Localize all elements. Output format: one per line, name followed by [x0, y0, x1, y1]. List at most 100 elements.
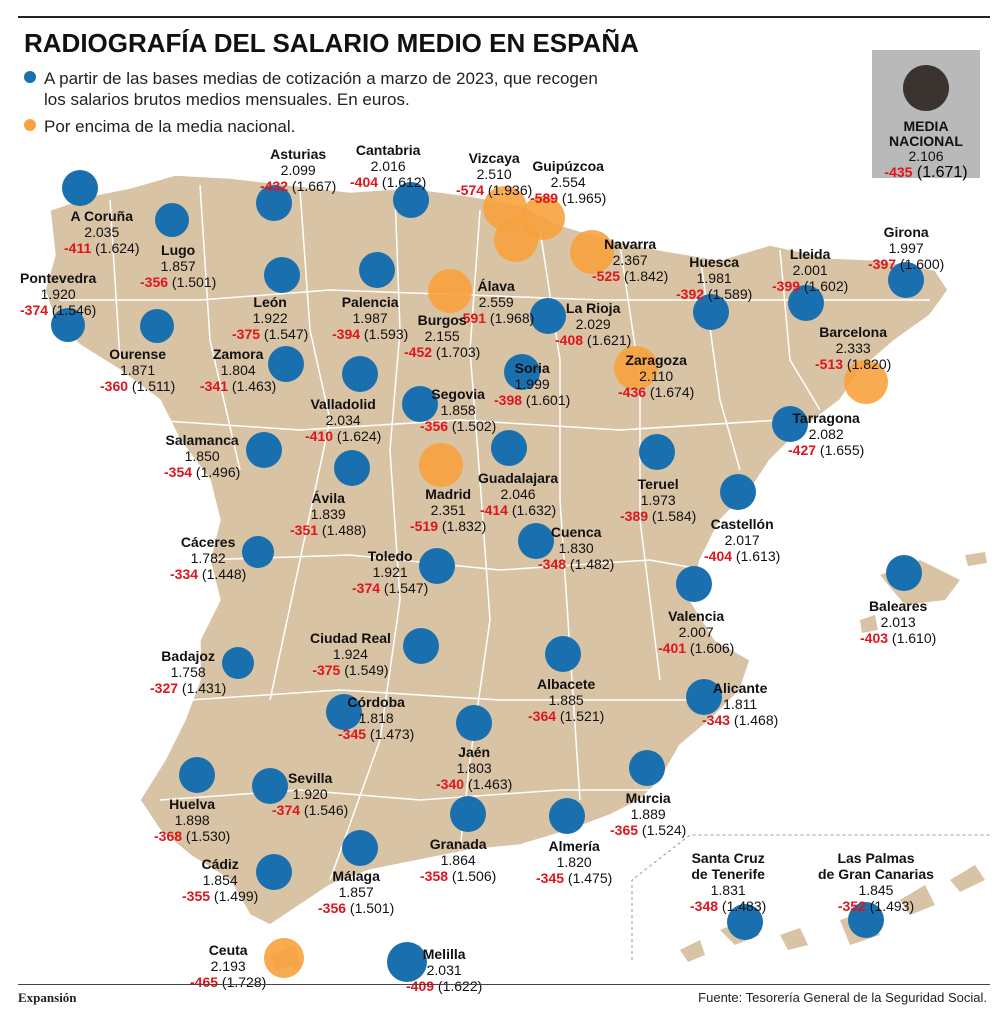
province-diff: -327 — [150, 680, 179, 696]
province-net: (1.600) — [896, 256, 945, 272]
circle-cuenca — [518, 523, 554, 559]
province-diff: -452 — [404, 344, 433, 360]
province-name: Huesca — [689, 254, 740, 270]
province-value: 1.922 — [252, 310, 288, 326]
top-rule — [18, 16, 990, 18]
media-nacional-name: MEDIA NACIONAL — [889, 118, 963, 149]
circle-alicante — [686, 679, 722, 715]
province-value: 1.858 — [440, 402, 476, 418]
province-net: (1.475) — [564, 870, 613, 886]
province-net: (1.499) — [210, 888, 259, 904]
province-name: Granada — [429, 836, 487, 852]
province-value: 2.099 — [280, 162, 316, 178]
blue-dot-icon — [24, 71, 36, 83]
canarias-frame — [631, 834, 990, 960]
province-net: (1.530) — [182, 828, 231, 844]
province-net: (1.521) — [556, 708, 605, 724]
province-net: (1.703) — [432, 344, 481, 360]
province-net: (1.606) — [686, 640, 735, 656]
province-name: Ourense — [109, 346, 167, 362]
province-net: (1.621) — [583, 332, 632, 348]
province-net: (1.936) — [484, 182, 533, 198]
circle-barcelona — [844, 360, 888, 404]
province-net: (1.549) — [340, 662, 389, 678]
province-net: (1.593) — [360, 326, 409, 342]
province-net: (1.546) — [48, 302, 97, 318]
province-value: 2.351 — [430, 502, 466, 518]
province-diff-line: -408 (1.621) — [555, 332, 631, 348]
circle-santa-cruz — [727, 904, 763, 940]
media-nacional-diff: -435 — [884, 164, 913, 180]
province-net: (1.448) — [198, 566, 247, 582]
province-diff: -360 — [100, 378, 129, 394]
province-net: (1.483) — [718, 898, 767, 914]
province-diff-line: -341 (1.463) — [200, 378, 276, 394]
circle-tarragona — [772, 406, 808, 442]
circle-valencia — [676, 566, 712, 602]
province-diff-line: -345 (1.473) — [338, 726, 414, 742]
province-net: (1.610) — [888, 630, 937, 646]
province-diff-line: -352 (1.493) — [838, 898, 914, 914]
media-nacional-value: 2.106 — [908, 148, 944, 164]
province-diff-line: -394 (1.593) — [332, 326, 408, 342]
province-diff: -389 — [620, 508, 649, 524]
label-la-rioja: La Rioja 2.029 -408 (1.621) — [555, 300, 631, 348]
province-name: Badajoz — [161, 648, 215, 664]
province-name: Almería — [548, 838, 600, 854]
province-diff: -394 — [332, 326, 361, 342]
province-net: (1.968) — [486, 310, 535, 326]
province-diff: -403 — [860, 630, 889, 646]
province-diff-line: -375 (1.547) — [232, 326, 308, 342]
label-zamora: Zamora 1.804 -341 (1.463) — [200, 346, 276, 394]
province-value: 2.016 — [370, 158, 406, 174]
label-guipuzcoa: Guipúzcoa 2.554 -589 (1.965) — [530, 158, 606, 206]
province-value: 1.898 — [174, 812, 210, 828]
province-net: (1.613) — [732, 548, 781, 564]
province-value: 2.193 — [210, 958, 246, 974]
province-diff-line: -374 (1.546) — [20, 302, 96, 318]
province-diff-line: -399 (1.602) — [772, 278, 848, 294]
province-diff: -341 — [200, 378, 229, 394]
circle-malaga — [342, 830, 378, 866]
province-name: Burgos — [417, 312, 467, 328]
province-name: Ávila — [311, 490, 345, 506]
province-diff-line: -358 (1.506) — [420, 868, 496, 884]
circle-teruel — [639, 434, 675, 470]
label-lugo: Lugo 1.857 -356 (1.501) — [140, 242, 216, 290]
label-las-palmas: Las Palmas de Gran Canarias 1.845 -352 (1.… — [818, 850, 934, 914]
province-net: (1.589) — [704, 286, 753, 302]
province-name: Huelva — [169, 796, 216, 812]
province-diff-line: -513 (1.820) — [815, 356, 891, 372]
label-vizcaya: Vizcaya 2.510 -574 (1.936) — [456, 150, 532, 198]
circle-asturias — [256, 185, 292, 221]
province-net: (1.496) — [192, 464, 241, 480]
label-cantabria: Cantabria 2.016 -404 (1.612) — [350, 142, 426, 190]
province-diff: -375 — [312, 662, 341, 678]
legend-orange: Por encima de la media nacional. — [24, 116, 295, 137]
province-value: 1.803 — [456, 760, 492, 776]
province-value: 2.007 — [678, 624, 714, 640]
circle-guadalajara — [491, 430, 527, 466]
province-value: 1.920 — [40, 286, 76, 302]
province-net: (1.482) — [566, 556, 615, 572]
province-net: (1.501) — [168, 274, 217, 290]
province-name: Vizcaya — [468, 150, 520, 166]
province-diff-line: -574 (1.936) — [456, 182, 532, 198]
province-value: 2.034 — [325, 412, 361, 428]
circle-la-rioja — [530, 298, 566, 334]
province-value: 2.029 — [575, 316, 611, 332]
circle-salamanca — [246, 432, 282, 468]
ibiza-shape — [860, 615, 878, 633]
province-diff: -401 — [658, 640, 687, 656]
province-diff: -399 — [772, 278, 801, 294]
circle-huesca — [693, 294, 729, 330]
province-value: 1.854 — [202, 872, 238, 888]
province-circles — [51, 170, 924, 982]
province-diff: -343 — [702, 712, 731, 728]
province-value: 1.758 — [170, 664, 206, 680]
province-net: (1.502) — [448, 418, 497, 434]
province-net: (1.524) — [638, 822, 687, 838]
province-diff: -365 — [610, 822, 639, 838]
label-segovia: Segovia 1.858 -356 (1.502) — [420, 386, 496, 434]
province-diff: -374 — [272, 802, 301, 818]
